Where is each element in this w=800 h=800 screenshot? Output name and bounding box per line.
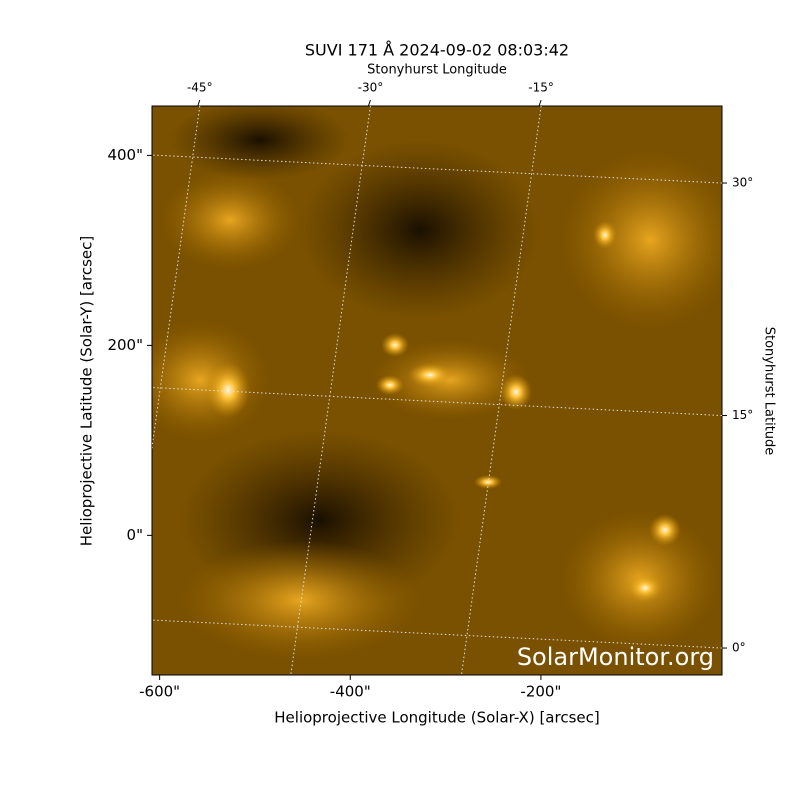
y-axis-label: Helioprojective Latitude (Solar-Y) [arcs… — [78, 236, 96, 546]
grid-line — [151, 387, 723, 417]
x2-tick-label: -30° — [358, 81, 384, 95]
x-tick-label: -600" — [139, 683, 180, 701]
grid-line — [151, 619, 723, 649]
x2-tick — [538, 99, 542, 107]
x2-axis-label: Stonyhurst Longitude — [367, 63, 507, 78]
y2-tick-label: 0° — [732, 641, 746, 655]
x2-tick-label: -45° — [187, 81, 213, 95]
x2-tick — [367, 99, 371, 107]
solar-image — [152, 106, 722, 675]
chart-title: SUVI 171 Å 2024-09-02 08:03:42 — [305, 41, 569, 60]
y-tick-label: 200" — [107, 336, 143, 354]
y2-tick-label: 30° — [732, 176, 753, 190]
y-tick-label: 400" — [107, 146, 143, 164]
x-tick-label: -400" — [330, 683, 371, 701]
x-axis-label: Helioprojective Longitude (Solar-X) [arc… — [274, 709, 599, 727]
x2-tick-label: -15° — [528, 81, 554, 95]
y-tick-label: 0" — [127, 526, 143, 544]
grid-line — [151, 154, 723, 184]
y2-axis-label: Stonyhurst Latitude — [762, 327, 777, 456]
axes-frame — [151, 105, 723, 676]
y2-tick-label: 15° — [732, 408, 753, 422]
x-tick-label: -200" — [520, 683, 561, 701]
x2-tick — [197, 99, 201, 107]
watermark: SolarMonitor.org — [517, 643, 714, 671]
